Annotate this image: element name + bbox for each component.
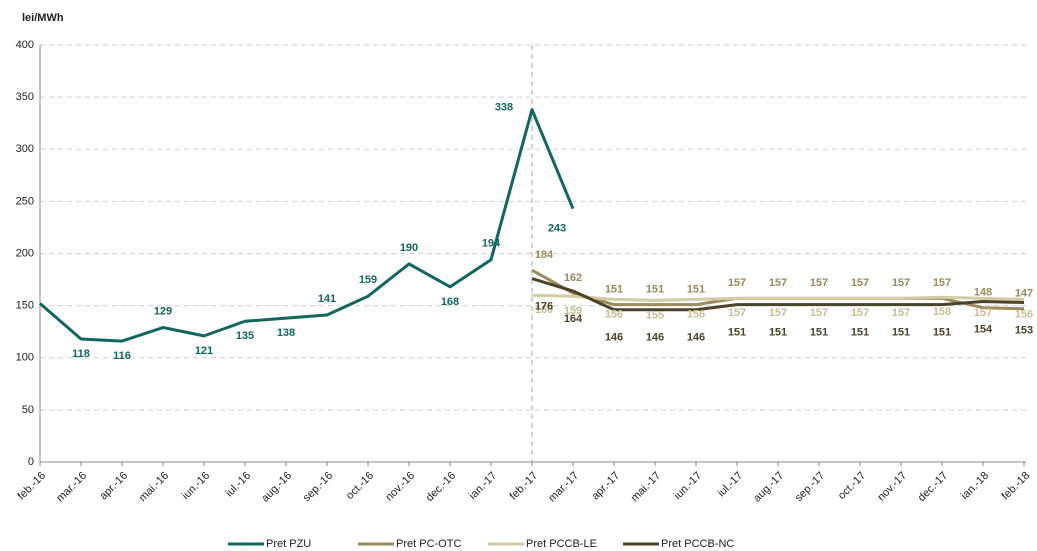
data-label: 155 bbox=[646, 309, 664, 321]
data-label: 157 bbox=[974, 307, 992, 319]
x-tick-label: feb.-16 bbox=[15, 470, 48, 503]
data-label: 157 bbox=[933, 277, 951, 289]
x-tick-label: oct.-16 bbox=[344, 470, 376, 502]
y-tick-label: 150 bbox=[16, 300, 34, 312]
data-label: 164 bbox=[564, 313, 583, 325]
data-label: 157 bbox=[892, 277, 910, 289]
x-tick-label: ian.-18 bbox=[959, 470, 991, 502]
x-tick-label: ian.-17 bbox=[467, 470, 499, 502]
data-label: 157 bbox=[769, 277, 787, 289]
x-tick-label: nov.-17 bbox=[875, 470, 909, 504]
data-label: 118 bbox=[72, 348, 90, 360]
data-label: 190 bbox=[400, 242, 418, 254]
data-label: 157 bbox=[851, 277, 869, 289]
data-label: 148 bbox=[974, 287, 992, 299]
data-label: 157 bbox=[769, 307, 787, 319]
x-tick-label: iul.-16 bbox=[223, 470, 253, 500]
x-tick-label: mar.-17 bbox=[546, 470, 581, 505]
data-label: 146 bbox=[687, 332, 705, 344]
data-label: 157 bbox=[810, 307, 828, 319]
data-label: 157 bbox=[892, 307, 910, 319]
x-tick-label: nov.-16 bbox=[383, 470, 417, 504]
data-label: 243 bbox=[548, 223, 566, 235]
data-label: 138 bbox=[277, 327, 295, 339]
series-line bbox=[39, 108, 575, 343]
data-label: 147 bbox=[1015, 288, 1033, 300]
y-tick-label: 0 bbox=[28, 456, 34, 468]
y-tick-label: 300 bbox=[16, 143, 34, 155]
data-label: 156 bbox=[687, 308, 705, 320]
legend-label: Pret PCCB-NC bbox=[661, 538, 734, 550]
data-label: 151 bbox=[605, 283, 623, 295]
x-tick-label: aug.-17 bbox=[751, 470, 786, 505]
data-label: 151 bbox=[728, 326, 746, 338]
x-tick-label: dec.-17 bbox=[916, 470, 950, 504]
x-tick-label: dec.-16 bbox=[424, 470, 458, 504]
y-tick-label: 50 bbox=[22, 404, 34, 416]
data-label: 194 bbox=[482, 238, 501, 250]
data-label: 158 bbox=[933, 306, 951, 318]
data-label: 160 bbox=[535, 304, 553, 316]
series-line bbox=[531, 277, 1025, 312]
x-tick-label: mai.-17 bbox=[629, 470, 663, 504]
data-label: 121 bbox=[195, 345, 213, 357]
data-label: 135 bbox=[236, 330, 254, 342]
data-label: 157 bbox=[851, 307, 869, 319]
data-label: 157 bbox=[728, 307, 746, 319]
data-label: 168 bbox=[441, 296, 459, 308]
data-label: 151 bbox=[646, 283, 664, 295]
data-label: 157 bbox=[728, 277, 746, 289]
data-label: 176 bbox=[535, 300, 553, 312]
data-label: 156 bbox=[605, 308, 623, 320]
x-tick-label: apr.-17 bbox=[589, 470, 622, 503]
data-label: 162 bbox=[564, 272, 582, 284]
x-tick-label: mar.-16 bbox=[54, 470, 89, 505]
y-tick-label: 250 bbox=[16, 195, 34, 207]
y-tick-label: 100 bbox=[16, 352, 34, 364]
data-label: 159 bbox=[564, 305, 582, 317]
data-label: 159 bbox=[359, 274, 377, 286]
legend-label: Pret PCCB-LE bbox=[526, 538, 597, 550]
x-tick-label: feb.-17 bbox=[507, 470, 540, 503]
data-label: 151 bbox=[933, 326, 951, 338]
legend-label: Pret PZU bbox=[266, 538, 311, 550]
x-tick-label: oct.-17 bbox=[836, 470, 868, 502]
y-axis-label: lei/MWh bbox=[22, 12, 64, 24]
data-label: 156 bbox=[1015, 308, 1033, 320]
y-tick-label: 200 bbox=[16, 247, 34, 259]
y-tick-label: 400 bbox=[16, 39, 34, 51]
x-tick-label: aug.-16 bbox=[259, 470, 294, 505]
data-label: 184 bbox=[535, 249, 554, 261]
data-label: 157 bbox=[810, 277, 828, 289]
data-label: 154 bbox=[974, 323, 993, 335]
data-label: 146 bbox=[646, 332, 664, 344]
series-line bbox=[531, 293, 1025, 302]
x-tick-label: sep.-17 bbox=[793, 470, 827, 504]
data-label: 151 bbox=[851, 326, 869, 338]
data-label: 338 bbox=[495, 102, 513, 114]
x-tick-label: iun.-16 bbox=[180, 470, 212, 502]
data-label: 151 bbox=[687, 283, 705, 295]
data-label: 151 bbox=[810, 326, 828, 338]
data-label: 146 bbox=[605, 332, 623, 344]
x-tick-label: iun.-17 bbox=[672, 470, 704, 502]
x-tick-label: sep.-16 bbox=[301, 470, 335, 504]
x-tick-label: apr.-16 bbox=[97, 470, 130, 503]
data-label: 141 bbox=[318, 293, 336, 305]
y-tick-label: 350 bbox=[16, 91, 34, 103]
data-label: 153 bbox=[1015, 324, 1033, 336]
data-label: 151 bbox=[892, 326, 910, 338]
legend-label: Pret PC-OTC bbox=[396, 538, 461, 550]
x-tick-label: mai.-16 bbox=[137, 470, 171, 504]
data-label: 116 bbox=[113, 350, 131, 362]
x-tick-label: iul.-17 bbox=[715, 470, 745, 500]
data-label: 129 bbox=[154, 305, 172, 317]
data-label: 151 bbox=[769, 326, 787, 338]
x-tick-label: feb.-18 bbox=[999, 470, 1032, 503]
